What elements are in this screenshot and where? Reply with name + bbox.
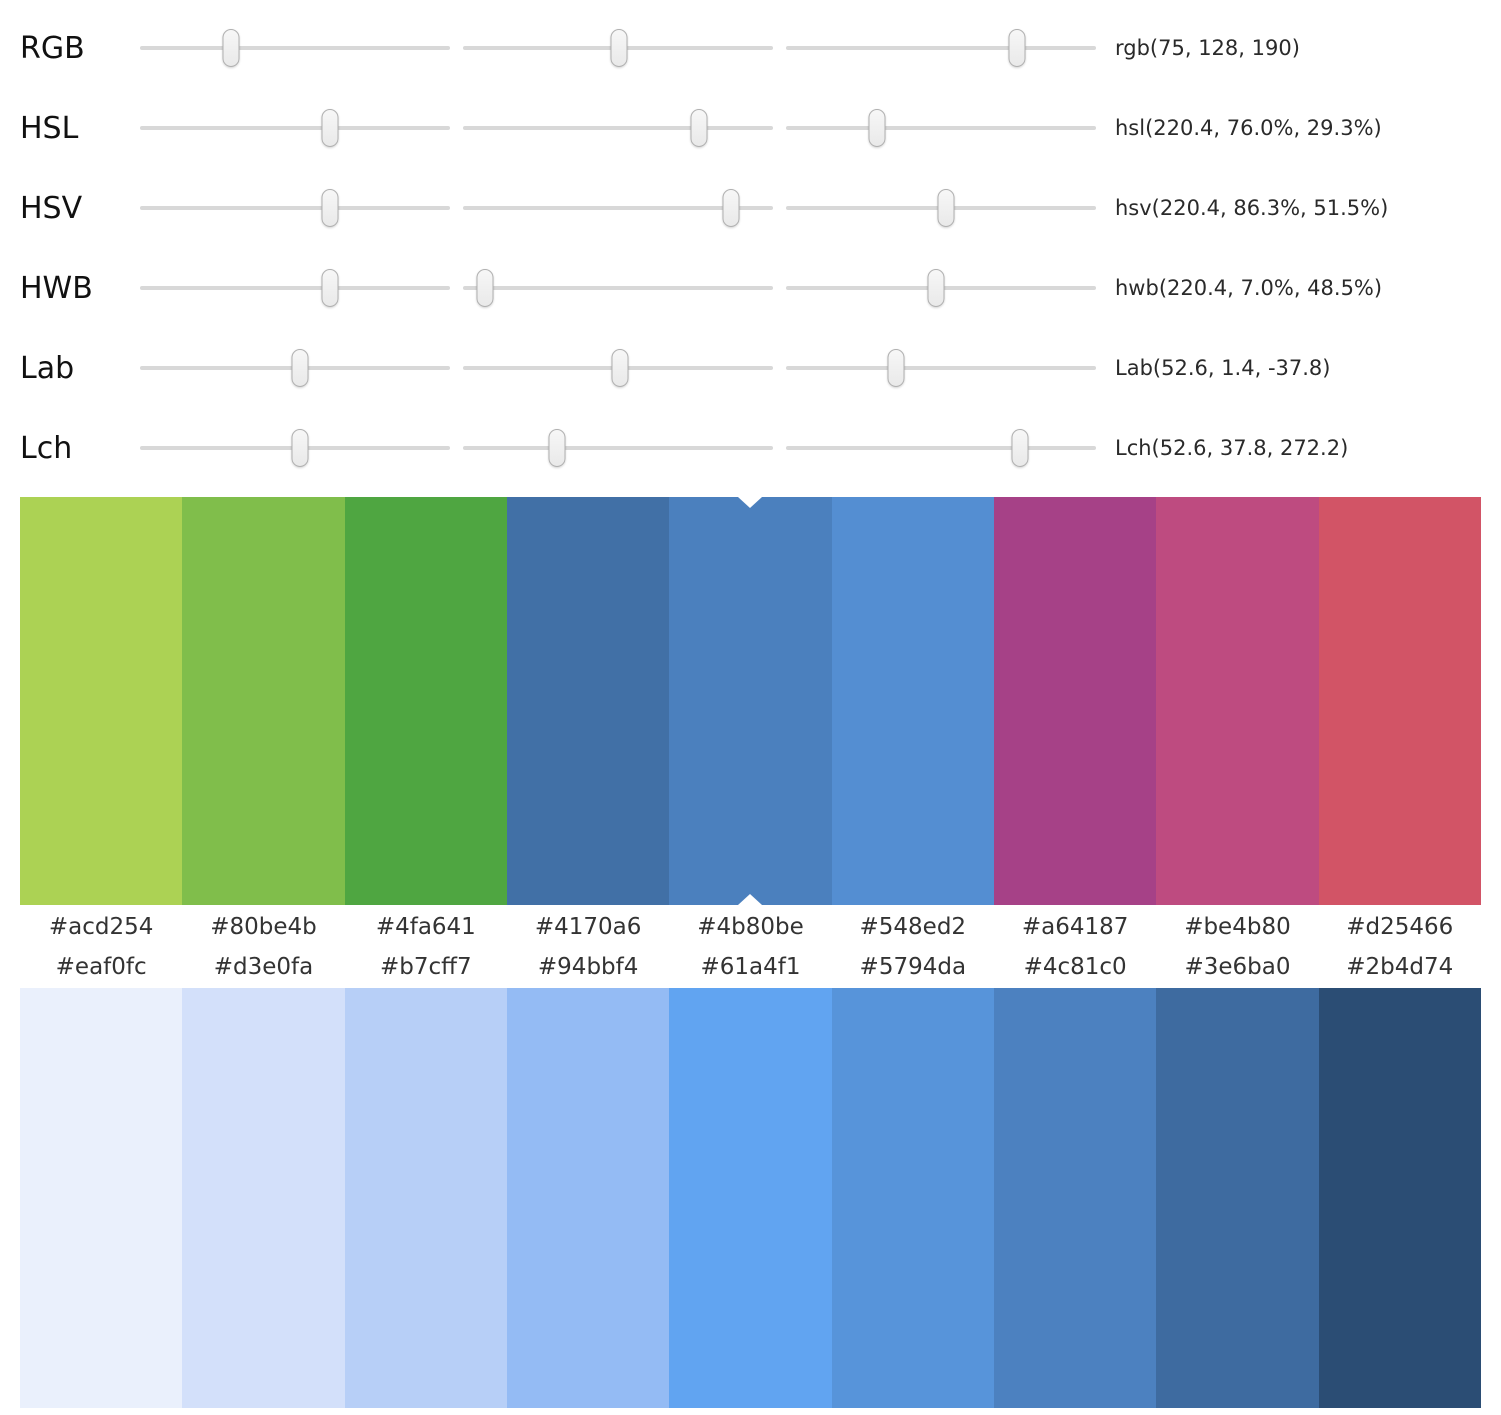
palette-swatch[interactable] bbox=[344, 497, 507, 905]
slider-row-rgb: RGB rgb(75, 128, 190) bbox=[0, 8, 1501, 88]
hue-label-row: #acd254 #80be4b #4fa641 #4170a6 #4b80be #548e… bbox=[20, 905, 1481, 950]
slider-track[interactable] bbox=[786, 429, 1096, 467]
slider-handle[interactable] bbox=[611, 349, 629, 387]
palette-swatch[interactable] bbox=[1156, 497, 1319, 905]
palette-swatch[interactable] bbox=[182, 497, 345, 905]
palette-swatch[interactable] bbox=[993, 497, 1157, 905]
slider-track[interactable] bbox=[786, 349, 1096, 387]
slider-row-label: Lab bbox=[20, 350, 75, 386]
slider-track[interactable] bbox=[786, 189, 1096, 227]
palette-swatch[interactable] bbox=[993, 988, 1157, 1408]
slider-track[interactable] bbox=[463, 269, 773, 307]
slider-handle[interactable] bbox=[722, 189, 740, 227]
swatch-hex-label: #a64187 bbox=[1021, 914, 1129, 940]
slider-row-label: HSV bbox=[20, 190, 83, 226]
slider-handle[interactable] bbox=[291, 429, 309, 467]
slider-handle[interactable] bbox=[868, 109, 886, 147]
palette-swatch[interactable] bbox=[669, 988, 832, 1408]
slider-handle[interactable] bbox=[476, 269, 494, 307]
tint-swatch-row bbox=[20, 988, 1481, 1408]
swatch-hex-label: #4b80be bbox=[697, 914, 804, 940]
slider-track[interactable] bbox=[463, 109, 773, 147]
swatch-hex-label: #548ed2 bbox=[859, 914, 967, 940]
slider-handle[interactable] bbox=[1011, 429, 1029, 467]
color-value-text: Lab(52.6, 1.4, -37.8) bbox=[1115, 356, 1331, 380]
slider-handle[interactable] bbox=[321, 109, 339, 147]
slider-row-label: HSL bbox=[20, 110, 79, 146]
slider-track[interactable] bbox=[786, 269, 1096, 307]
slider-handle[interactable] bbox=[222, 29, 240, 67]
swatch-hex-label: #3e6ba0 bbox=[1184, 954, 1291, 980]
palette-swatch[interactable] bbox=[1318, 497, 1481, 905]
slider-track[interactable] bbox=[140, 109, 450, 147]
slider-track[interactable] bbox=[463, 29, 773, 67]
slider-row-hwb: HWB hwb(220.4, 7.0%, 48.5%) bbox=[0, 248, 1501, 328]
swatch-hex-label: #4fa641 bbox=[375, 914, 476, 940]
color-value-text: hsv(220.4, 86.3%, 51.5%) bbox=[1115, 196, 1389, 220]
palette-swatch[interactable] bbox=[344, 988, 507, 1408]
swatch-hex-label: #eaf0fc bbox=[55, 954, 147, 980]
palette-swatch[interactable] bbox=[831, 988, 994, 1408]
color-sliders-panel: RGB rgb(75, 128, 190) HSL hsl(220.4, 76.0%,… bbox=[0, 0, 1501, 488]
slider-track[interactable] bbox=[140, 269, 450, 307]
slider-handle[interactable] bbox=[937, 189, 955, 227]
slider-track[interactable] bbox=[786, 109, 1096, 147]
hue-palette: #acd254 #80be4b #4fa641 #4170a6 #4b80be #548e… bbox=[20, 497, 1481, 950]
tint-palette: #eaf0fc #d3e0fa #b7cff7 #94bbf4 #61a4f1 #5794… bbox=[20, 950, 1481, 1408]
palette-swatch[interactable] bbox=[831, 497, 994, 905]
slider-track[interactable] bbox=[140, 29, 450, 67]
hue-swatch-row bbox=[20, 497, 1481, 905]
slider-row-hsl: HSL hsl(220.4, 76.0%, 29.3%) bbox=[0, 88, 1501, 168]
swatch-hex-label: #acd254 bbox=[48, 914, 154, 940]
swatch-hex-label: #4170a6 bbox=[534, 914, 642, 940]
swatch-hex-label: #4c81c0 bbox=[1023, 954, 1127, 980]
palette-swatch[interactable] bbox=[1156, 988, 1319, 1408]
slider-track[interactable] bbox=[140, 189, 450, 227]
slider-row-lch: Lch Lch(52.6, 37.8, 272.2) bbox=[0, 408, 1501, 488]
swatch-hex-label: #be4b80 bbox=[1184, 914, 1291, 940]
swatch-hex-label: #d25466 bbox=[1346, 914, 1454, 940]
palette-swatch[interactable] bbox=[1318, 988, 1481, 1408]
slider-row-hsv: HSV hsv(220.4, 86.3%, 51.5%) bbox=[0, 168, 1501, 248]
color-value-text: rgb(75, 128, 190) bbox=[1115, 36, 1300, 60]
slider-handle[interactable] bbox=[291, 349, 309, 387]
palette-swatch[interactable] bbox=[506, 988, 670, 1408]
slider-handle[interactable] bbox=[321, 189, 339, 227]
palette-swatch[interactable] bbox=[506, 497, 670, 905]
slider-track[interactable] bbox=[463, 429, 773, 467]
slider-row-label: RGB bbox=[20, 30, 85, 66]
slider-handle[interactable] bbox=[1008, 29, 1026, 67]
selection-notch-top-icon bbox=[738, 497, 763, 508]
color-value-text: hwb(220.4, 7.0%, 48.5%) bbox=[1115, 276, 1383, 300]
slider-track[interactable] bbox=[463, 189, 773, 227]
tint-label-row: #eaf0fc #d3e0fa #b7cff7 #94bbf4 #61a4f1 #5794… bbox=[20, 950, 1481, 988]
palette-swatch[interactable] bbox=[20, 988, 183, 1408]
swatch-hex-label: #2b4d74 bbox=[1346, 954, 1454, 980]
slider-track[interactable] bbox=[140, 349, 450, 387]
swatch-hex-label: #d3e0fa bbox=[213, 954, 314, 980]
slider-handle[interactable] bbox=[927, 269, 945, 307]
slider-handle[interactable] bbox=[548, 429, 566, 467]
slider-handle[interactable] bbox=[610, 29, 628, 67]
color-value-text: Lch(52.6, 37.8, 272.2) bbox=[1115, 436, 1349, 460]
slider-track[interactable] bbox=[140, 429, 450, 467]
slider-row-lab: Lab Lab(52.6, 1.4, -37.8) bbox=[0, 328, 1501, 408]
palette-swatch-selected[interactable] bbox=[669, 497, 832, 905]
swatch-hex-label: #80be4b bbox=[210, 914, 317, 940]
slider-row-label: Lch bbox=[20, 430, 73, 466]
slider-track[interactable] bbox=[463, 349, 773, 387]
swatch-hex-label: #5794da bbox=[859, 954, 967, 980]
slider-row-label: HWB bbox=[20, 270, 93, 306]
selection-notch-bottom-icon bbox=[738, 894, 763, 905]
swatch-hex-label: #61a4f1 bbox=[700, 954, 801, 980]
color-value-text: hsl(220.4, 76.0%, 29.3%) bbox=[1115, 116, 1382, 140]
slider-handle[interactable] bbox=[321, 269, 339, 307]
slider-track[interactable] bbox=[786, 29, 1096, 67]
swatch-hex-label: #94bbf4 bbox=[537, 954, 639, 980]
slider-handle[interactable] bbox=[690, 109, 708, 147]
slider-handle[interactable] bbox=[887, 349, 905, 387]
palette-swatch[interactable] bbox=[20, 497, 183, 905]
swatch-hex-label: #b7cff7 bbox=[380, 954, 472, 980]
palette-swatch[interactable] bbox=[182, 988, 345, 1408]
